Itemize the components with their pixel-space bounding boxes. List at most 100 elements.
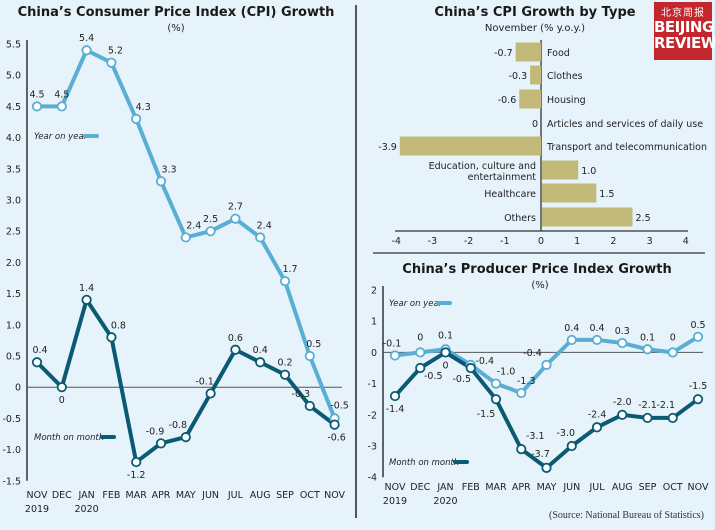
x-tick-label: NOV	[688, 482, 709, 493]
x-tick-label: FEB	[102, 490, 120, 501]
y-tick-label: 4.0	[6, 133, 21, 144]
x-tick-label: NOV	[27, 490, 48, 501]
x-tick-label: JUL	[227, 490, 244, 501]
yoy-point	[56, 101, 67, 112]
data-label: 0.4	[32, 345, 47, 356]
mom-point	[389, 390, 401, 402]
mom-point	[230, 344, 241, 355]
data-label: 5.2	[108, 46, 123, 57]
x-tick-label: FEB	[462, 482, 480, 493]
y-tick-label: 5.5	[6, 40, 21, 51]
data-label: 2.5	[203, 214, 218, 225]
mom-point	[667, 412, 678, 424]
y-tick-label: 2.0	[6, 258, 21, 269]
y-tick-label: -1.0	[2, 445, 21, 456]
bar	[542, 183, 597, 203]
bar-value-label: 2.5	[636, 213, 651, 224]
y-tick-label: -4	[368, 473, 377, 484]
x-tick-label: MAY	[176, 490, 196, 501]
data-label: 1.7	[282, 264, 297, 275]
ppi-chart-title: China’s Producer Price Index Growth	[402, 262, 671, 277]
data-label: -1.5	[689, 381, 708, 392]
bar-category-label: Articles and services of daily use	[547, 119, 703, 130]
yoy-point	[541, 359, 552, 370]
data-label: -2.1	[656, 400, 675, 411]
y-tick-label: 0.5	[6, 352, 21, 363]
data-label: 0.5	[306, 339, 321, 350]
cpi-type-chart-subtitle: November (% y.o.y.)	[485, 23, 585, 34]
data-label: -2.4	[588, 409, 607, 420]
mom-point	[541, 462, 552, 473]
mom-point	[617, 409, 628, 420]
data-label: -1.0	[497, 367, 516, 378]
mom-point	[490, 394, 502, 405]
cpi-type-chart-title: China’s CPI Growth by Type	[434, 5, 635, 20]
x-tick-label: 2020	[75, 504, 99, 515]
mom-point	[255, 357, 266, 368]
bar-category-label: Others	[504, 213, 536, 224]
data-label: 0.1	[640, 332, 655, 343]
y-tick-label: 3.0	[6, 196, 21, 207]
yoy-point	[617, 337, 628, 349]
x-tick-label: -1	[500, 236, 509, 247]
bar	[542, 207, 633, 227]
bar-category-label: Education, culture and	[429, 161, 536, 172]
x-tick-label: 2019	[25, 504, 49, 515]
x-tick-label: JAN	[77, 490, 94, 501]
yoy-point	[692, 331, 704, 342]
data-label: -0.1	[383, 339, 402, 350]
data-label: 0.3	[615, 326, 630, 337]
y-tick-label: 1	[371, 317, 377, 328]
mom-point	[155, 438, 167, 449]
x-tick-label: JUN	[201, 490, 219, 501]
mom-point	[642, 412, 653, 424]
data-label: 2.4	[186, 220, 201, 231]
mom-point	[415, 362, 426, 374]
x-tick-label: JAN	[436, 482, 453, 493]
x-tick-label: DEC	[52, 490, 72, 501]
data-label: -0.5	[424, 371, 443, 382]
yoy-point	[180, 232, 191, 243]
beijing-review-logo: 北京周报 BEIJING REVIEW	[654, 2, 715, 60]
yoy-legend-label: Year on year	[34, 132, 88, 142]
mom-legend-label: Month on month	[389, 458, 459, 468]
mom-point	[465, 362, 476, 374]
x-tick-label: SEP	[639, 482, 657, 493]
x-tick-label: 4	[683, 236, 689, 247]
x-tick-label: NOV	[385, 482, 406, 493]
y-tick-label: -1.5	[2, 476, 21, 487]
bar	[530, 65, 541, 85]
x-tick-label: 2019	[383, 496, 407, 507]
yoy-point	[566, 334, 577, 346]
bar-value-label: -0.7	[494, 48, 513, 59]
x-tick-label: OCT	[300, 490, 320, 501]
x-tick-label: JUN	[562, 482, 580, 493]
mom-point	[516, 444, 527, 455]
yoy-point	[591, 334, 603, 346]
x-tick-label: 1	[574, 236, 580, 247]
x-tick-label: JUL	[588, 482, 605, 493]
data-label: -0.1	[195, 376, 214, 387]
bar-value-label: 1.0	[581, 166, 596, 177]
data-label: -1.3	[517, 376, 536, 387]
bar-category-label: Clothes	[547, 71, 583, 82]
data-label: 0.1	[438, 330, 453, 341]
data-label: 0	[417, 332, 423, 343]
data-label: 3.3	[161, 164, 176, 175]
yoy-point	[304, 350, 315, 362]
data-label: -3.7	[531, 449, 550, 460]
x-tick-label: AUG	[612, 482, 633, 493]
data-label: -1.2	[127, 470, 146, 481]
bar-category-label: Healthcare	[484, 189, 536, 200]
bar-category-label: entertainment	[468, 172, 537, 183]
data-label: -3.1	[526, 431, 545, 442]
yoy-point	[106, 57, 117, 68]
mom-legend-label: Month on month	[34, 433, 104, 443]
bar-category-label: Food	[547, 48, 570, 59]
data-label: 0.5	[690, 320, 705, 331]
data-label: 0	[670, 332, 676, 343]
cpi-chart-subtitle: (%)	[167, 23, 184, 34]
data-label: 4.5	[29, 89, 44, 100]
bar-value-label: -0.3	[509, 71, 528, 82]
